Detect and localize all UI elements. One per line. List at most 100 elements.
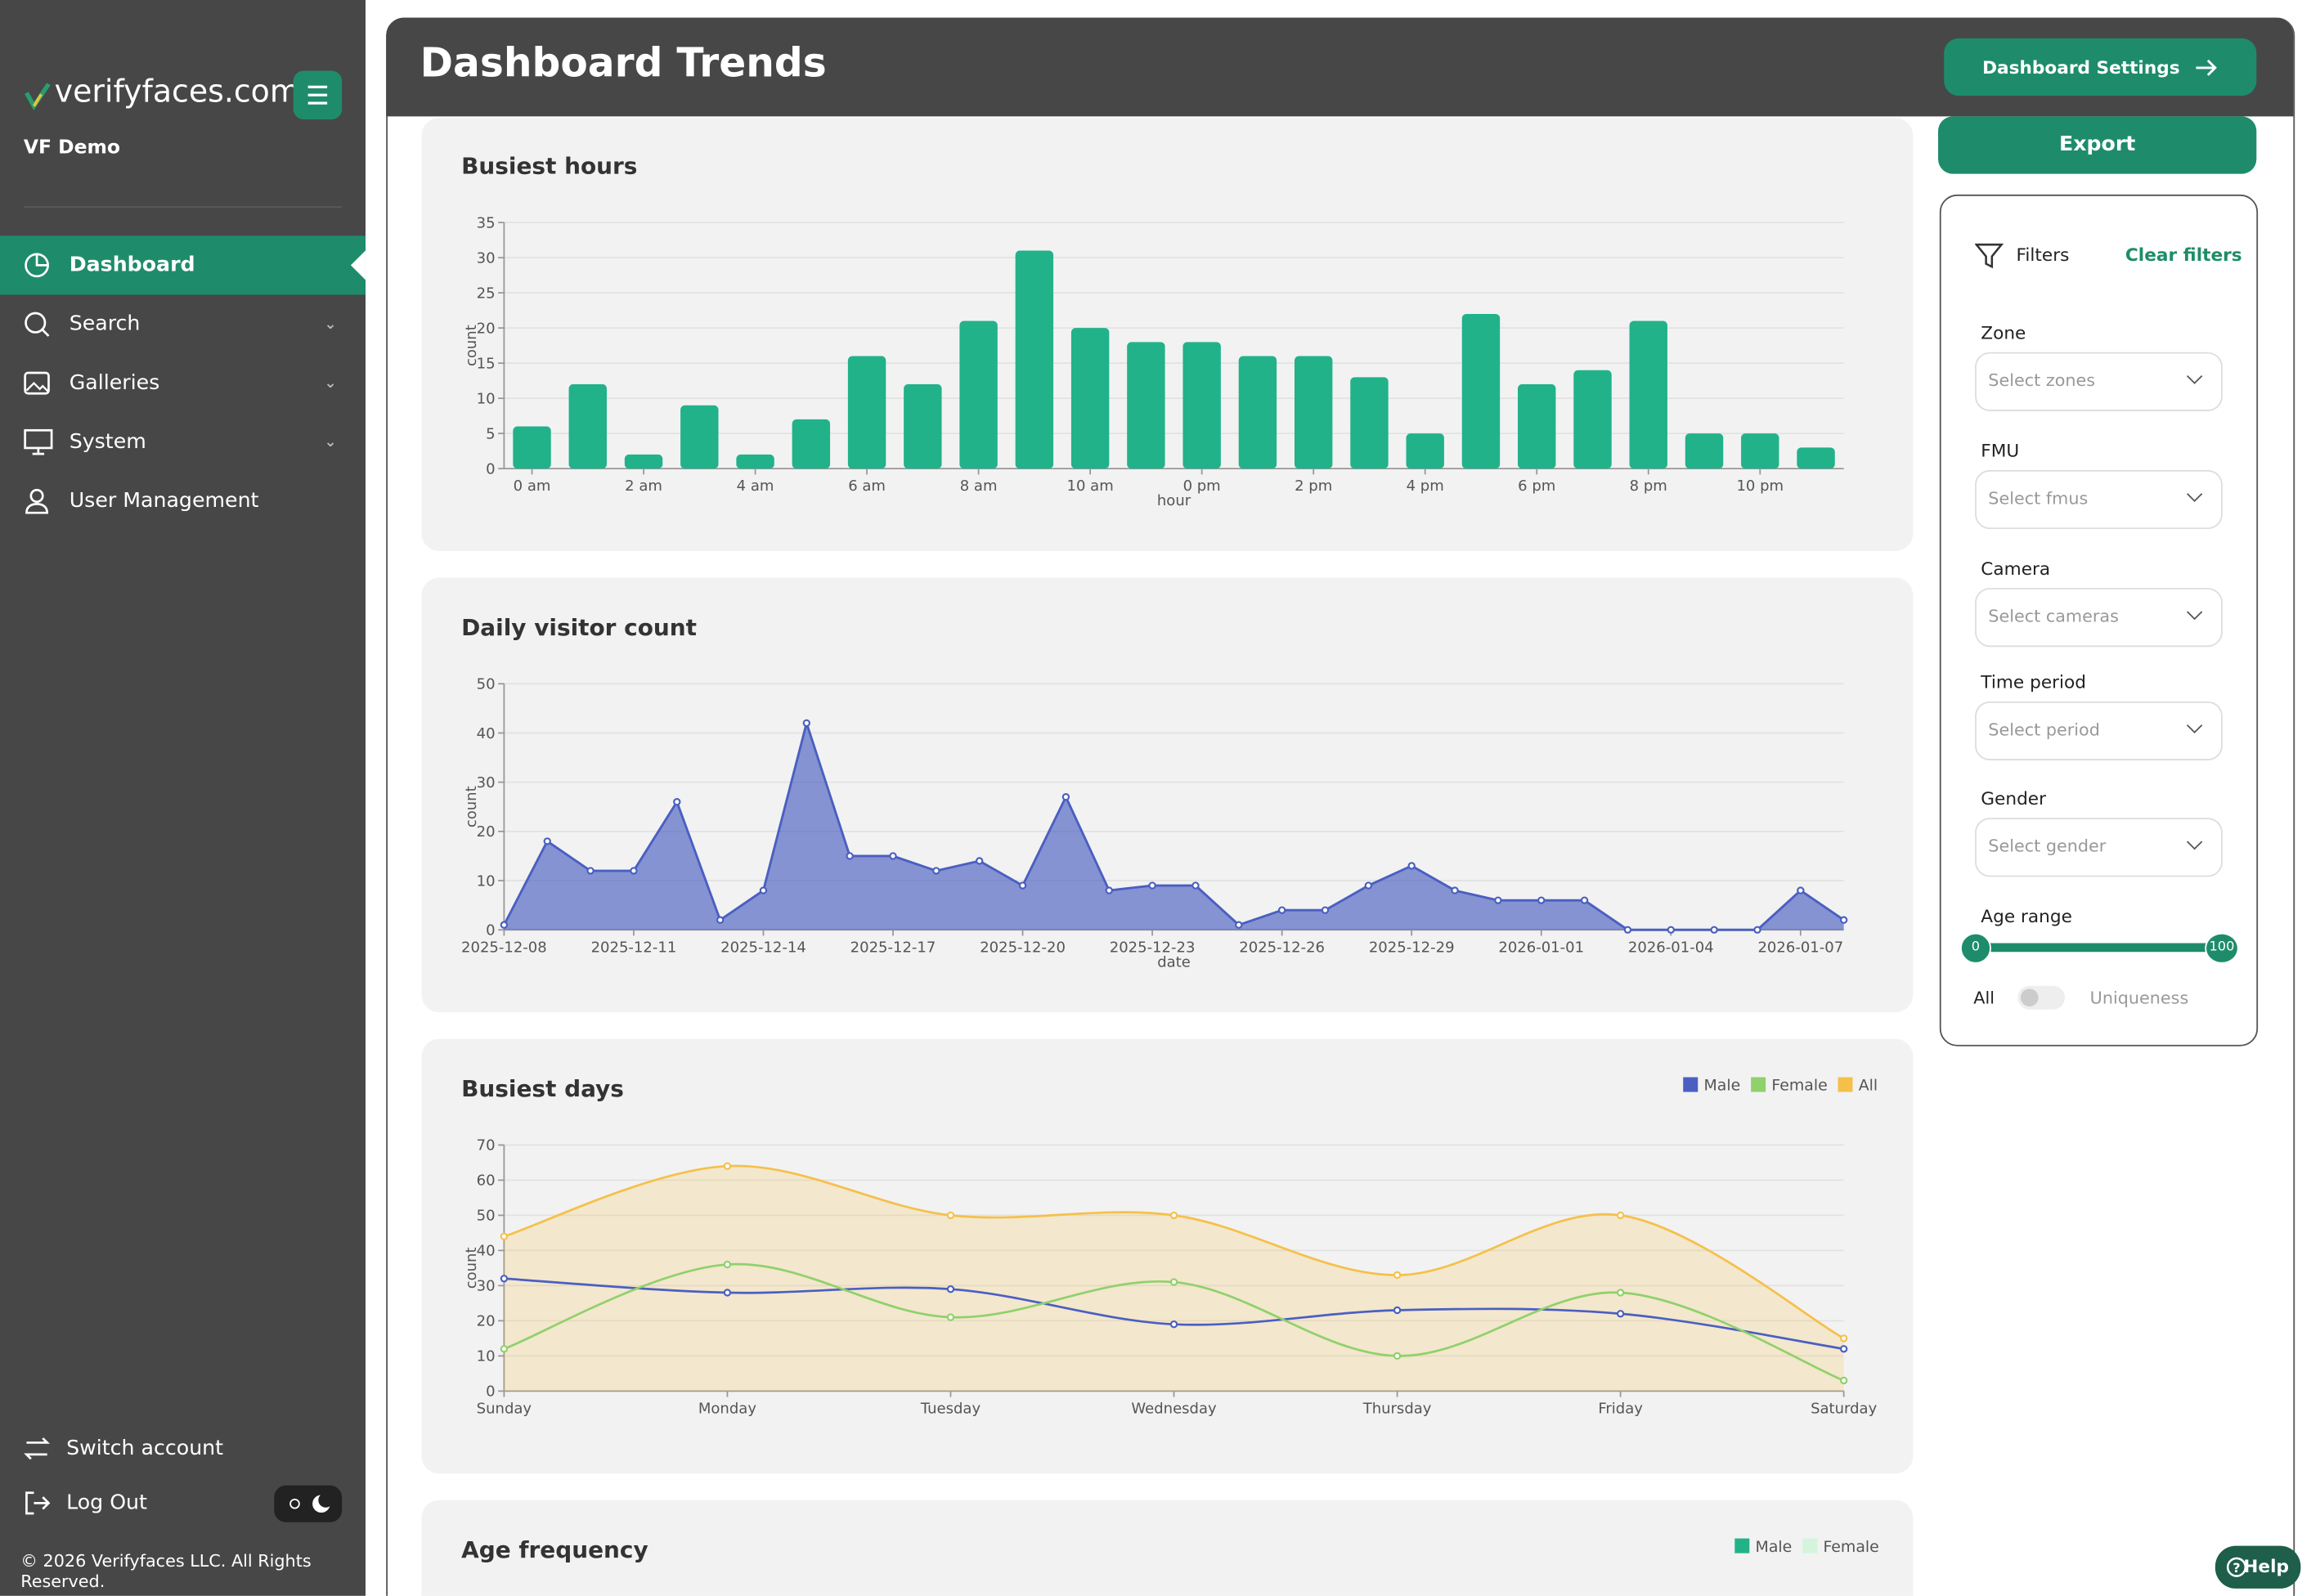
sidebar: verifyfaces.com VF Demo Dashboard Search…	[0, 0, 366, 1596]
point	[1018, 881, 1027, 890]
theme-toggle[interactable]	[274, 1485, 343, 1522]
bar	[1797, 447, 1835, 469]
x-tick-label: Sunday	[477, 1400, 532, 1417]
settings-button[interactable]: Dashboard Settings	[1944, 38, 2257, 96]
legend-swatch	[1751, 1077, 1766, 1092]
point	[759, 886, 768, 894]
nav-item[interactable]: Search ⌄	[0, 294, 366, 353]
point	[500, 1275, 509, 1283]
nav-label: Switch account	[66, 1437, 224, 1461]
bar	[568, 383, 607, 469]
point	[1169, 1211, 1178, 1220]
legend-swatch	[1683, 1077, 1698, 1092]
select[interactable]: Select gender	[1975, 818, 2223, 877]
filters-title: Filters	[2016, 244, 2070, 266]
export-button[interactable]: Export	[1938, 116, 2257, 174]
nav-item[interactable]: Galleries ⌄	[0, 354, 366, 413]
help-button[interactable]: ? Help	[2215, 1545, 2301, 1589]
y-tick-label: 10	[477, 872, 496, 890]
field-label: Age range	[1981, 906, 2072, 927]
select[interactable]: Select fmus	[1975, 469, 2223, 530]
select[interactable]: Select period	[1975, 701, 2223, 760]
point	[1061, 793, 1070, 801]
bar	[1070, 328, 1110, 469]
bar	[1629, 321, 1667, 469]
field-label: Zone	[1981, 322, 2026, 343]
point	[1364, 881, 1373, 890]
legend-swatch	[1802, 1538, 1818, 1553]
legend-label: Female	[1823, 1538, 1878, 1556]
y-tick-label: 50	[477, 676, 496, 693]
nav-label: System	[69, 430, 146, 455]
y-tick-label: 30	[477, 1278, 496, 1295]
x-tick-label: 2025-12-23	[1110, 939, 1196, 956]
field-label: Camera	[1981, 558, 2051, 580]
bar	[1127, 342, 1165, 469]
x-tick-label: 2026-01-01	[1498, 939, 1584, 956]
slider-knob[interactable]: 100	[2205, 932, 2239, 964]
y-tick-label: 50	[477, 1208, 496, 1225]
bar	[1350, 377, 1389, 469]
x-tick-label: 2 am	[625, 477, 662, 495]
bar	[792, 419, 831, 469]
chart-card	[421, 1038, 1914, 1474]
legend-swatch	[1838, 1077, 1853, 1092]
slider-knob[interactable]: 0	[1960, 932, 1991, 964]
field-label: FMU	[1981, 440, 2020, 462]
point	[802, 719, 811, 728]
chart-card	[421, 1500, 1914, 1596]
bar	[1685, 433, 1724, 469]
point	[946, 1211, 955, 1220]
legend-label: Male	[1756, 1538, 1793, 1556]
y-tick-label: 0	[486, 922, 495, 939]
nav-item[interactable]: User Management	[0, 472, 366, 531]
x-axis-label: hour	[1157, 492, 1191, 509]
point	[846, 852, 854, 860]
point	[1277, 906, 1286, 914]
y-tick-label: 20	[477, 1313, 496, 1330]
chart-title: Busiest hours	[461, 153, 637, 180]
y-tick-label: 20	[477, 823, 496, 841]
nav-item[interactable]: System ⌄	[0, 413, 366, 472]
x-axis-label: date	[1157, 953, 1191, 971]
bar	[513, 426, 551, 469]
menu-button[interactable]	[293, 70, 343, 119]
y-axis-label: count	[463, 786, 480, 827]
bar	[1741, 433, 1779, 469]
toggle[interactable]	[2017, 985, 2066, 1010]
x-tick-label: 2 pm	[1295, 477, 1332, 495]
point	[1169, 1278, 1178, 1286]
point	[723, 1289, 732, 1297]
y-tick-label: 35	[477, 214, 496, 231]
y-axis-label: count	[463, 325, 480, 366]
x-tick-label: 2025-12-26	[1239, 939, 1325, 956]
placeholder: Select cameras	[1988, 605, 2119, 626]
x-tick-label: Friday	[1598, 1400, 1643, 1417]
x-tick-label: Saturday	[1811, 1400, 1878, 1417]
y-tick-label: 70	[477, 1137, 496, 1154]
x-tick-label: 6 pm	[1518, 477, 1555, 495]
nav-item[interactable]: Log Out	[0, 1473, 366, 1532]
bar	[624, 454, 663, 469]
point	[543, 837, 551, 845]
clear-filters[interactable]: Clear filters	[2125, 244, 2242, 266]
chart-title: Busiest days	[461, 1075, 624, 1102]
y-tick-label: 10	[477, 1348, 496, 1365]
toggle-label: Uniqueness	[2089, 987, 2189, 1008]
bar	[680, 405, 719, 469]
toggle-label: All	[1973, 987, 1995, 1008]
point	[1393, 1306, 1402, 1315]
select[interactable]: Select cameras	[1975, 588, 2223, 648]
bar	[1015, 250, 1054, 469]
x-tick-label: 2025-12-29	[1369, 939, 1455, 956]
y-tick-label: 40	[477, 1243, 496, 1260]
bar	[1573, 370, 1612, 469]
select[interactable]: Select zones	[1975, 352, 2223, 411]
point	[946, 1313, 955, 1321]
nav-item[interactable]: Dashboard	[0, 235, 366, 295]
account-name: VF Demo	[23, 137, 121, 159]
nav-item[interactable]: Switch account	[0, 1419, 366, 1478]
y-tick-label: 30	[477, 774, 496, 791]
placeholder: Select zones	[1988, 370, 2096, 391]
y-tick-label: 5	[486, 425, 495, 442]
